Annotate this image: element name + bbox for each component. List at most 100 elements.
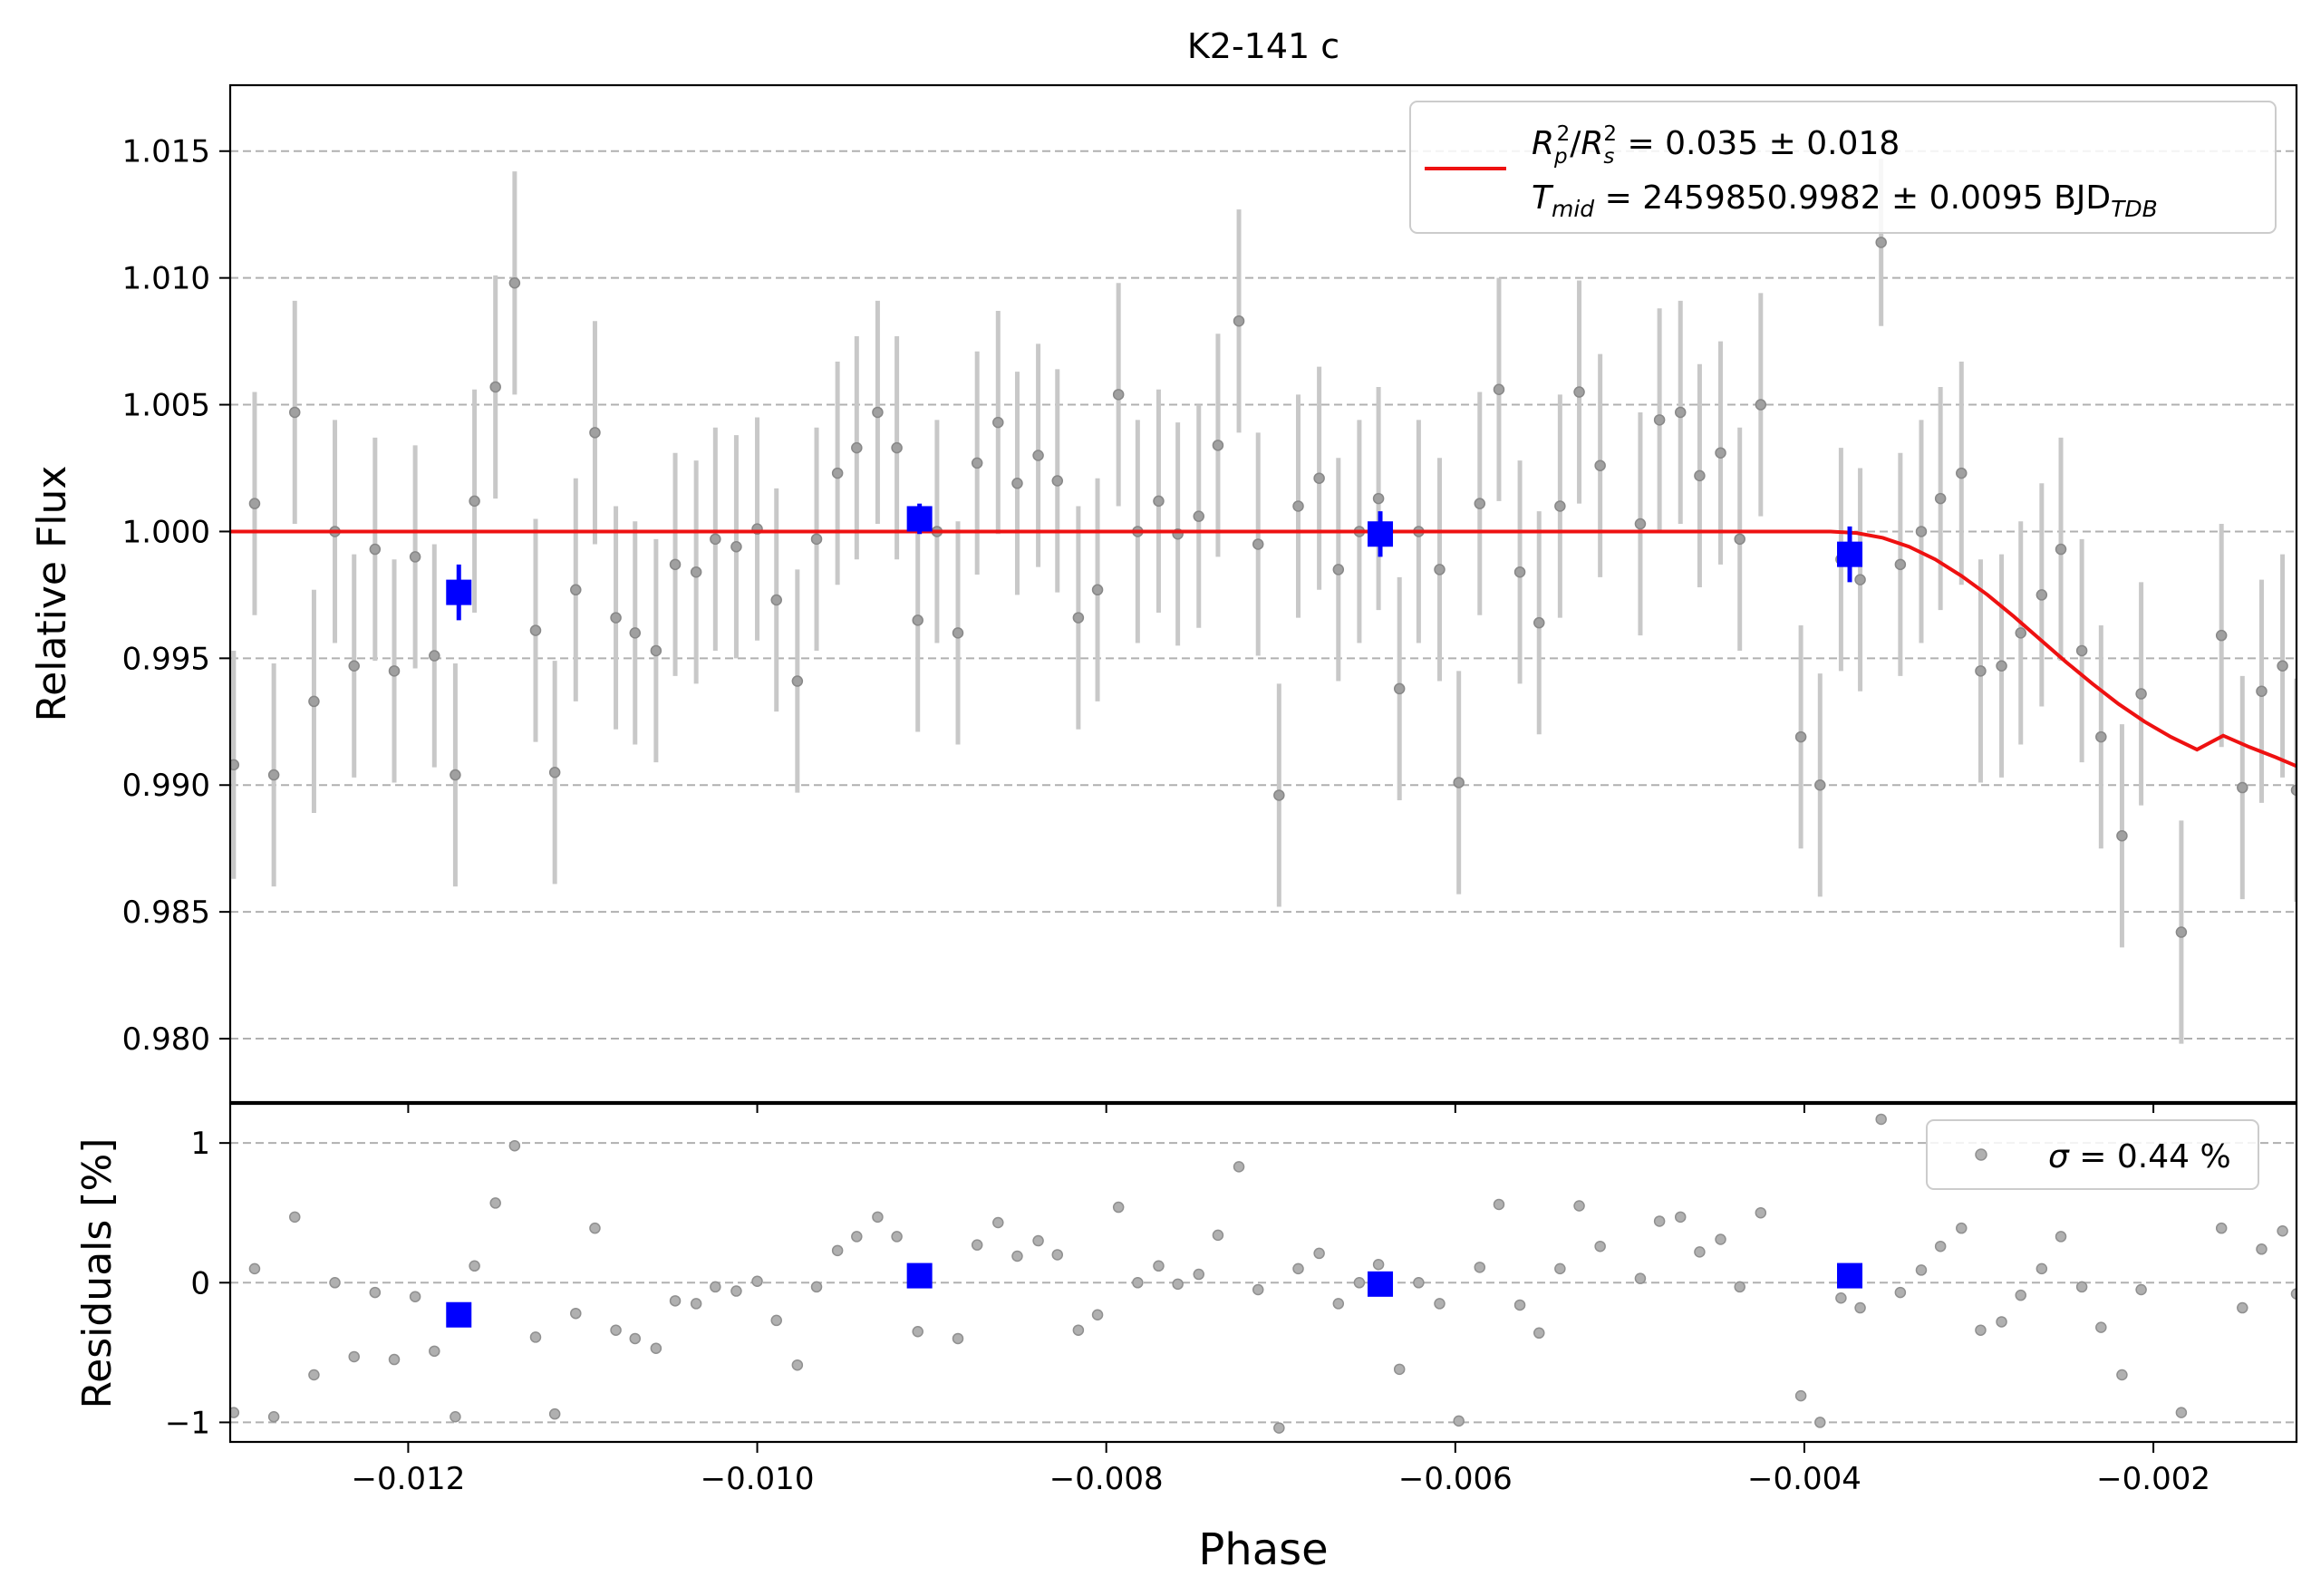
residual-point — [548, 1407, 561, 1420]
residual-point — [508, 1139, 521, 1152]
flux-data — [230, 159, 2296, 1044]
flux-data-point — [810, 533, 823, 546]
residual-point — [2277, 1225, 2288, 1237]
binned-residual-point — [1837, 1262, 1863, 1289]
residuals-y-tick-label: 1 — [190, 1126, 210, 1162]
residual-point — [751, 1275, 763, 1287]
transit-model-line — [230, 529, 2296, 769]
x-tick-label: −0.008 — [1049, 1461, 1164, 1497]
binned-data-point — [1368, 521, 1394, 547]
residual-point — [289, 1211, 301, 1224]
residual-point — [1594, 1240, 1606, 1253]
residual-point — [1393, 1363, 1406, 1376]
residuals-panel: −1 0 1 −0.012 −0.010 −0.008 −0.006 −0.004 −0.00… — [74, 1102, 2298, 1575]
residual-point — [1332, 1298, 1345, 1310]
flux-data-point — [570, 584, 582, 596]
residual-point — [1292, 1262, 1304, 1275]
residual-point — [730, 1285, 742, 1297]
flux-data-point — [1252, 538, 1264, 550]
flux-data-point — [1996, 660, 2007, 672]
residual-point — [952, 1332, 964, 1345]
x-tick-label: −0.004 — [1747, 1461, 1861, 1497]
x-tick-label: −0.012 — [352, 1461, 466, 1497]
residual-point — [1313, 1247, 1325, 1260]
flux-data-point — [770, 594, 782, 606]
residual-point — [1975, 1324, 1987, 1336]
residual-point — [810, 1281, 823, 1293]
flux-data-point — [1533, 616, 1545, 629]
residual-point — [1894, 1286, 1907, 1299]
residual-point — [1533, 1327, 1545, 1340]
flux-data-point — [1674, 406, 1687, 419]
flux-data-point — [1975, 665, 1987, 677]
flux-data-point — [1934, 492, 1947, 505]
legend-rp-rs-label: Rp2/Rs2 = 0.035 ± 0.018 — [1532, 122, 1900, 169]
binned-residual-point — [906, 1262, 933, 1289]
flux-data-point — [971, 457, 983, 469]
flux-data-point — [1734, 533, 1745, 546]
residual-point — [329, 1277, 341, 1289]
flux-data-point — [1653, 414, 1666, 426]
residual-point — [248, 1262, 261, 1275]
flux-data-point — [952, 627, 964, 639]
residual-point — [1212, 1229, 1224, 1242]
residuals-axes-frame — [228, 1102, 2298, 1444]
flux-data-point — [831, 467, 844, 479]
residual-point — [348, 1350, 360, 1363]
legend-tmid-label: Tmid = 2459850.9982 ± 0.0095 BJDTDB — [1532, 179, 2158, 222]
binned-data-point — [1837, 541, 1863, 567]
residual-point — [2256, 1243, 2267, 1255]
residual-point — [1694, 1246, 1706, 1258]
residual-point — [409, 1291, 421, 1302]
flux-data-point — [589, 427, 601, 439]
flux-data-point — [851, 441, 863, 454]
residual-point — [1453, 1415, 1465, 1427]
residual-point — [1854, 1301, 1866, 1314]
flux-data-point — [2290, 784, 2296, 797]
flux-data-point — [508, 276, 521, 289]
residual-point — [1653, 1215, 1666, 1227]
residual-point — [1051, 1249, 1064, 1261]
residuals-y-tick-label: −1 — [165, 1405, 210, 1441]
residual-point — [629, 1332, 642, 1345]
flux-data-point — [1493, 383, 1505, 396]
residual-point — [1032, 1234, 1044, 1247]
residual-point — [429, 1345, 440, 1358]
residuals-x-ticks: −0.012 −0.010 −0.008 −0.006 −0.004 −0.002 — [352, 1442, 2210, 1497]
flux-data-point — [1875, 237, 1887, 248]
binned-data-point — [446, 579, 472, 605]
flux-data-point — [388, 665, 401, 677]
x-tick-label: −0.010 — [701, 1461, 815, 1497]
x-tick-label: −0.002 — [2096, 1461, 2210, 1497]
flux-data-point — [529, 624, 542, 636]
legend-sigma-label: σ = 0.44 % — [2048, 1138, 2231, 1175]
flux-y-tick-label: 0.985 — [122, 895, 210, 931]
flux-data-point — [1292, 500, 1304, 512]
residual-point — [1132, 1277, 1144, 1289]
residual-point — [992, 1216, 1004, 1229]
residual-point — [912, 1325, 923, 1338]
residual-point — [650, 1342, 662, 1354]
flux-y-tick-label: 0.990 — [122, 768, 210, 804]
flux-data-point — [1694, 469, 1706, 482]
residual-point — [851, 1231, 863, 1243]
residual-point — [690, 1298, 702, 1310]
residuals-gridlines — [230, 1142, 2296, 1424]
flux-data-point — [2215, 629, 2228, 642]
chart-title: K2-141 c — [1187, 26, 1339, 66]
residual-point — [1193, 1268, 1204, 1281]
residual-point — [710, 1281, 721, 1293]
residual-point — [1153, 1260, 1165, 1272]
residual-point — [2035, 1262, 2048, 1275]
flux-data-point — [1393, 682, 1406, 695]
flux-data-point — [2095, 730, 2107, 743]
flux-data-point — [992, 416, 1004, 429]
residual-point — [369, 1286, 382, 1299]
residuals-legend: σ = 0.44 % — [1926, 1119, 2259, 1190]
residual-point — [1513, 1299, 1526, 1311]
x-axis-label: Phase — [1198, 1524, 1328, 1575]
residual-point — [1252, 1283, 1264, 1296]
residual-point — [2215, 1222, 2228, 1234]
residual-point — [610, 1324, 622, 1336]
